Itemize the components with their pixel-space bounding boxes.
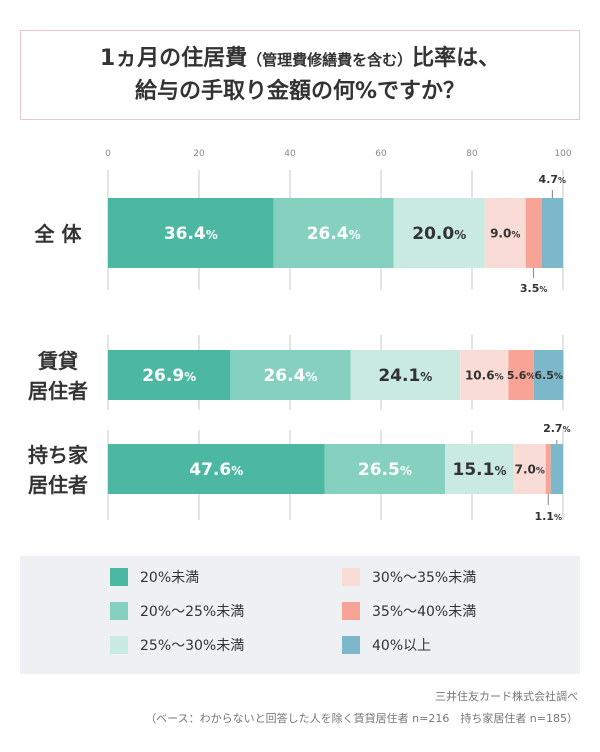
- bar-segment: [508, 350, 534, 400]
- data-label: 24.1%: [378, 366, 432, 386]
- data-label: 10.6%: [465, 368, 504, 382]
- legend-label: 20%未満: [140, 570, 200, 586]
- data-label: 36.4%: [164, 224, 218, 244]
- title-line-2: 給与の手取り金額の何%ですか？: [134, 78, 466, 104]
- bar-segment: [393, 198, 485, 268]
- bar-segment: [108, 198, 274, 268]
- data-label: 20.0%: [412, 224, 466, 244]
- bar-segment: [445, 444, 514, 494]
- data-label: 3.5%: [520, 282, 548, 295]
- bar-segment: [273, 198, 394, 268]
- bar-segment: [545, 444, 551, 494]
- legend-label: 25%～30%未満: [140, 638, 245, 654]
- legend-item: 30%～35%未満: [342, 567, 476, 587]
- data-label: 9.0%: [490, 226, 520, 240]
- legend-label: 20%～25%未満: [140, 604, 245, 620]
- title-text-end: 比率は、: [412, 45, 501, 71]
- bar-segment: [108, 350, 231, 400]
- data-label: 47.6%: [189, 460, 243, 480]
- data-label: 7.0%: [515, 462, 545, 476]
- title-line-1: 1ヵ月の住居費（管理費修繕費を含む）比率は、: [100, 43, 500, 76]
- data-label: 15.1%: [453, 460, 507, 480]
- bar-segment: [460, 350, 509, 400]
- x-tick-label: 20: [193, 149, 205, 159]
- title-box: 1ヵ月の住居費（管理費修繕費を含む）比率は、 給与の手取り金額の何%ですか？: [20, 30, 580, 120]
- bar-segment: [513, 444, 546, 494]
- x-tick-label: 80: [466, 149, 478, 159]
- bar-segment: [550, 444, 563, 494]
- bar-segment: [230, 350, 351, 400]
- legend-swatch: [342, 602, 360, 620]
- legend-label: 35%～40%未満: [372, 604, 477, 620]
- legend-swatch: [342, 568, 360, 586]
- data-label: 26.9%: [142, 366, 196, 386]
- x-tick-label: 40: [284, 149, 296, 159]
- legend: 20%未満 20%～25%未満 25%～30%未満 30%～35%未満 35%～40%未…: [20, 556, 580, 674]
- x-tick-label: 60: [375, 149, 387, 159]
- legend-label: 40%以上: [372, 638, 432, 654]
- x-tick-label: 100: [554, 149, 571, 159]
- data-label: 2.7%: [543, 422, 571, 435]
- category-label: 居住者: [28, 379, 88, 403]
- bar-segment: [324, 444, 446, 494]
- data-label: 26.4%: [307, 224, 361, 244]
- category-label: 全 体: [34, 222, 83, 246]
- title-text: 1ヵ月の住居費: [99, 45, 248, 71]
- legend-item: 20%～25%未満: [110, 601, 244, 621]
- legend-item: 35%～40%未満: [342, 601, 476, 621]
- legend-swatch: [110, 636, 128, 654]
- bar-segment: [484, 198, 526, 268]
- data-label: 1.1%: [534, 510, 562, 523]
- bar-segment: [108, 444, 325, 494]
- legend-swatch: [110, 602, 128, 620]
- category-label: 賃貸: [37, 349, 78, 373]
- category-label: 持ち家: [28, 443, 89, 467]
- legend-label: 30%～35%未満: [372, 570, 477, 586]
- bar-segment: [525, 198, 542, 268]
- data-label: 5.6%: [507, 369, 536, 382]
- legend-item: 20%未満: [110, 567, 199, 587]
- data-label: 26.4%: [263, 366, 317, 386]
- category-label: 居住者: [28, 473, 88, 497]
- data-label: 26.5%: [358, 460, 412, 480]
- title-subtext: （管理費修繕費を含む）: [247, 50, 413, 69]
- bar-segment: [541, 198, 563, 268]
- source-base-note: （ベース：わからないと回答した人を除く賃貸居住者 n=216 持ち家居住者 n=…: [145, 712, 578, 725]
- data-label: 4.7%: [539, 173, 567, 186]
- bar-segment: [533, 350, 564, 400]
- data-label: 6.5%: [534, 369, 563, 382]
- source-credit: 三井住友カード株式会社調べ: [435, 690, 578, 703]
- legend-item: 40%以上: [342, 635, 431, 655]
- bar-segment: [350, 350, 461, 400]
- legend-swatch: [110, 568, 128, 586]
- legend-item: 25%～30%未満: [110, 635, 244, 655]
- x-tick-label: 0: [105, 149, 111, 159]
- legend-swatch: [342, 636, 360, 654]
